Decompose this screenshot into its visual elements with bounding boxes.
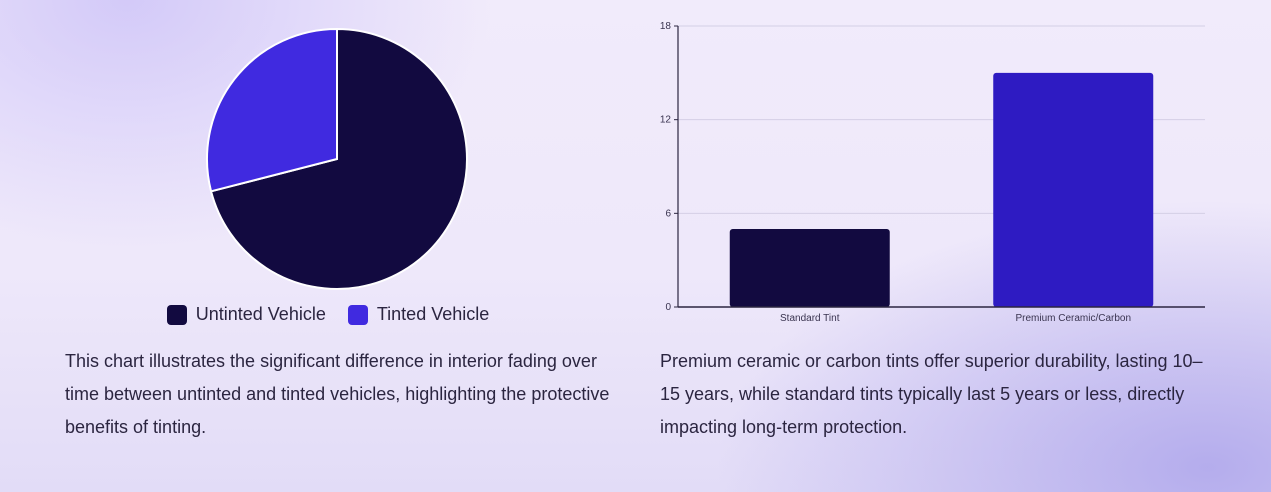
- y-tick-label: 18: [660, 21, 672, 32]
- legend-label-tinted: Tinted Vehicle: [376, 304, 490, 324]
- pie-slice-untinted[interactable]: [209, 27, 468, 290]
- y-tick-label: 6: [665, 208, 671, 219]
- x-tick-label: Standard Tint: [780, 313, 840, 324]
- pie-slice-tinted[interactable]: [206, 27, 338, 193]
- legend-item-tinted[interactable]: Tinted Vehicle: [347, 304, 490, 325]
- bar-0[interactable]: [729, 228, 890, 307]
- fading-pie-chart: [206, 27, 468, 290]
- fading-comparison-panel: Untinted Vehicle Tinted Vehicle This cha…: [65, 27, 610, 437]
- pie-caption: This chart illustrates the significant d…: [65, 351, 610, 437]
- bar-caption: Premium ceramic or carbon tints offer su…: [660, 351, 1203, 437]
- legend-swatch-tinted: [347, 304, 368, 325]
- durability-comparison-panel: 0 6 12 18 Standard Tint Premium Ceramic/Carbo…: [640, 0, 1271, 492]
- x-tick-label: Premium Ceramic/Carbon: [1015, 313, 1131, 324]
- legend-item-untinted[interactable]: Untinted Vehicle: [166, 304, 326, 325]
- y-tick-label: 0: [665, 302, 671, 313]
- bar-1[interactable]: [993, 72, 1154, 307]
- legend-label-untinted: Untinted Vehicle: [195, 304, 326, 324]
- pie-legend: Untinted Vehicle Tinted Vehicle: [0, 304, 656, 325]
- y-tick-label: 12: [660, 115, 672, 126]
- durability-bar-chart: 0 6 12 18 Standard Tint Premium Ceramic/Carbo…: [660, 21, 1205, 324]
- legend-swatch-untinted: [166, 304, 187, 325]
